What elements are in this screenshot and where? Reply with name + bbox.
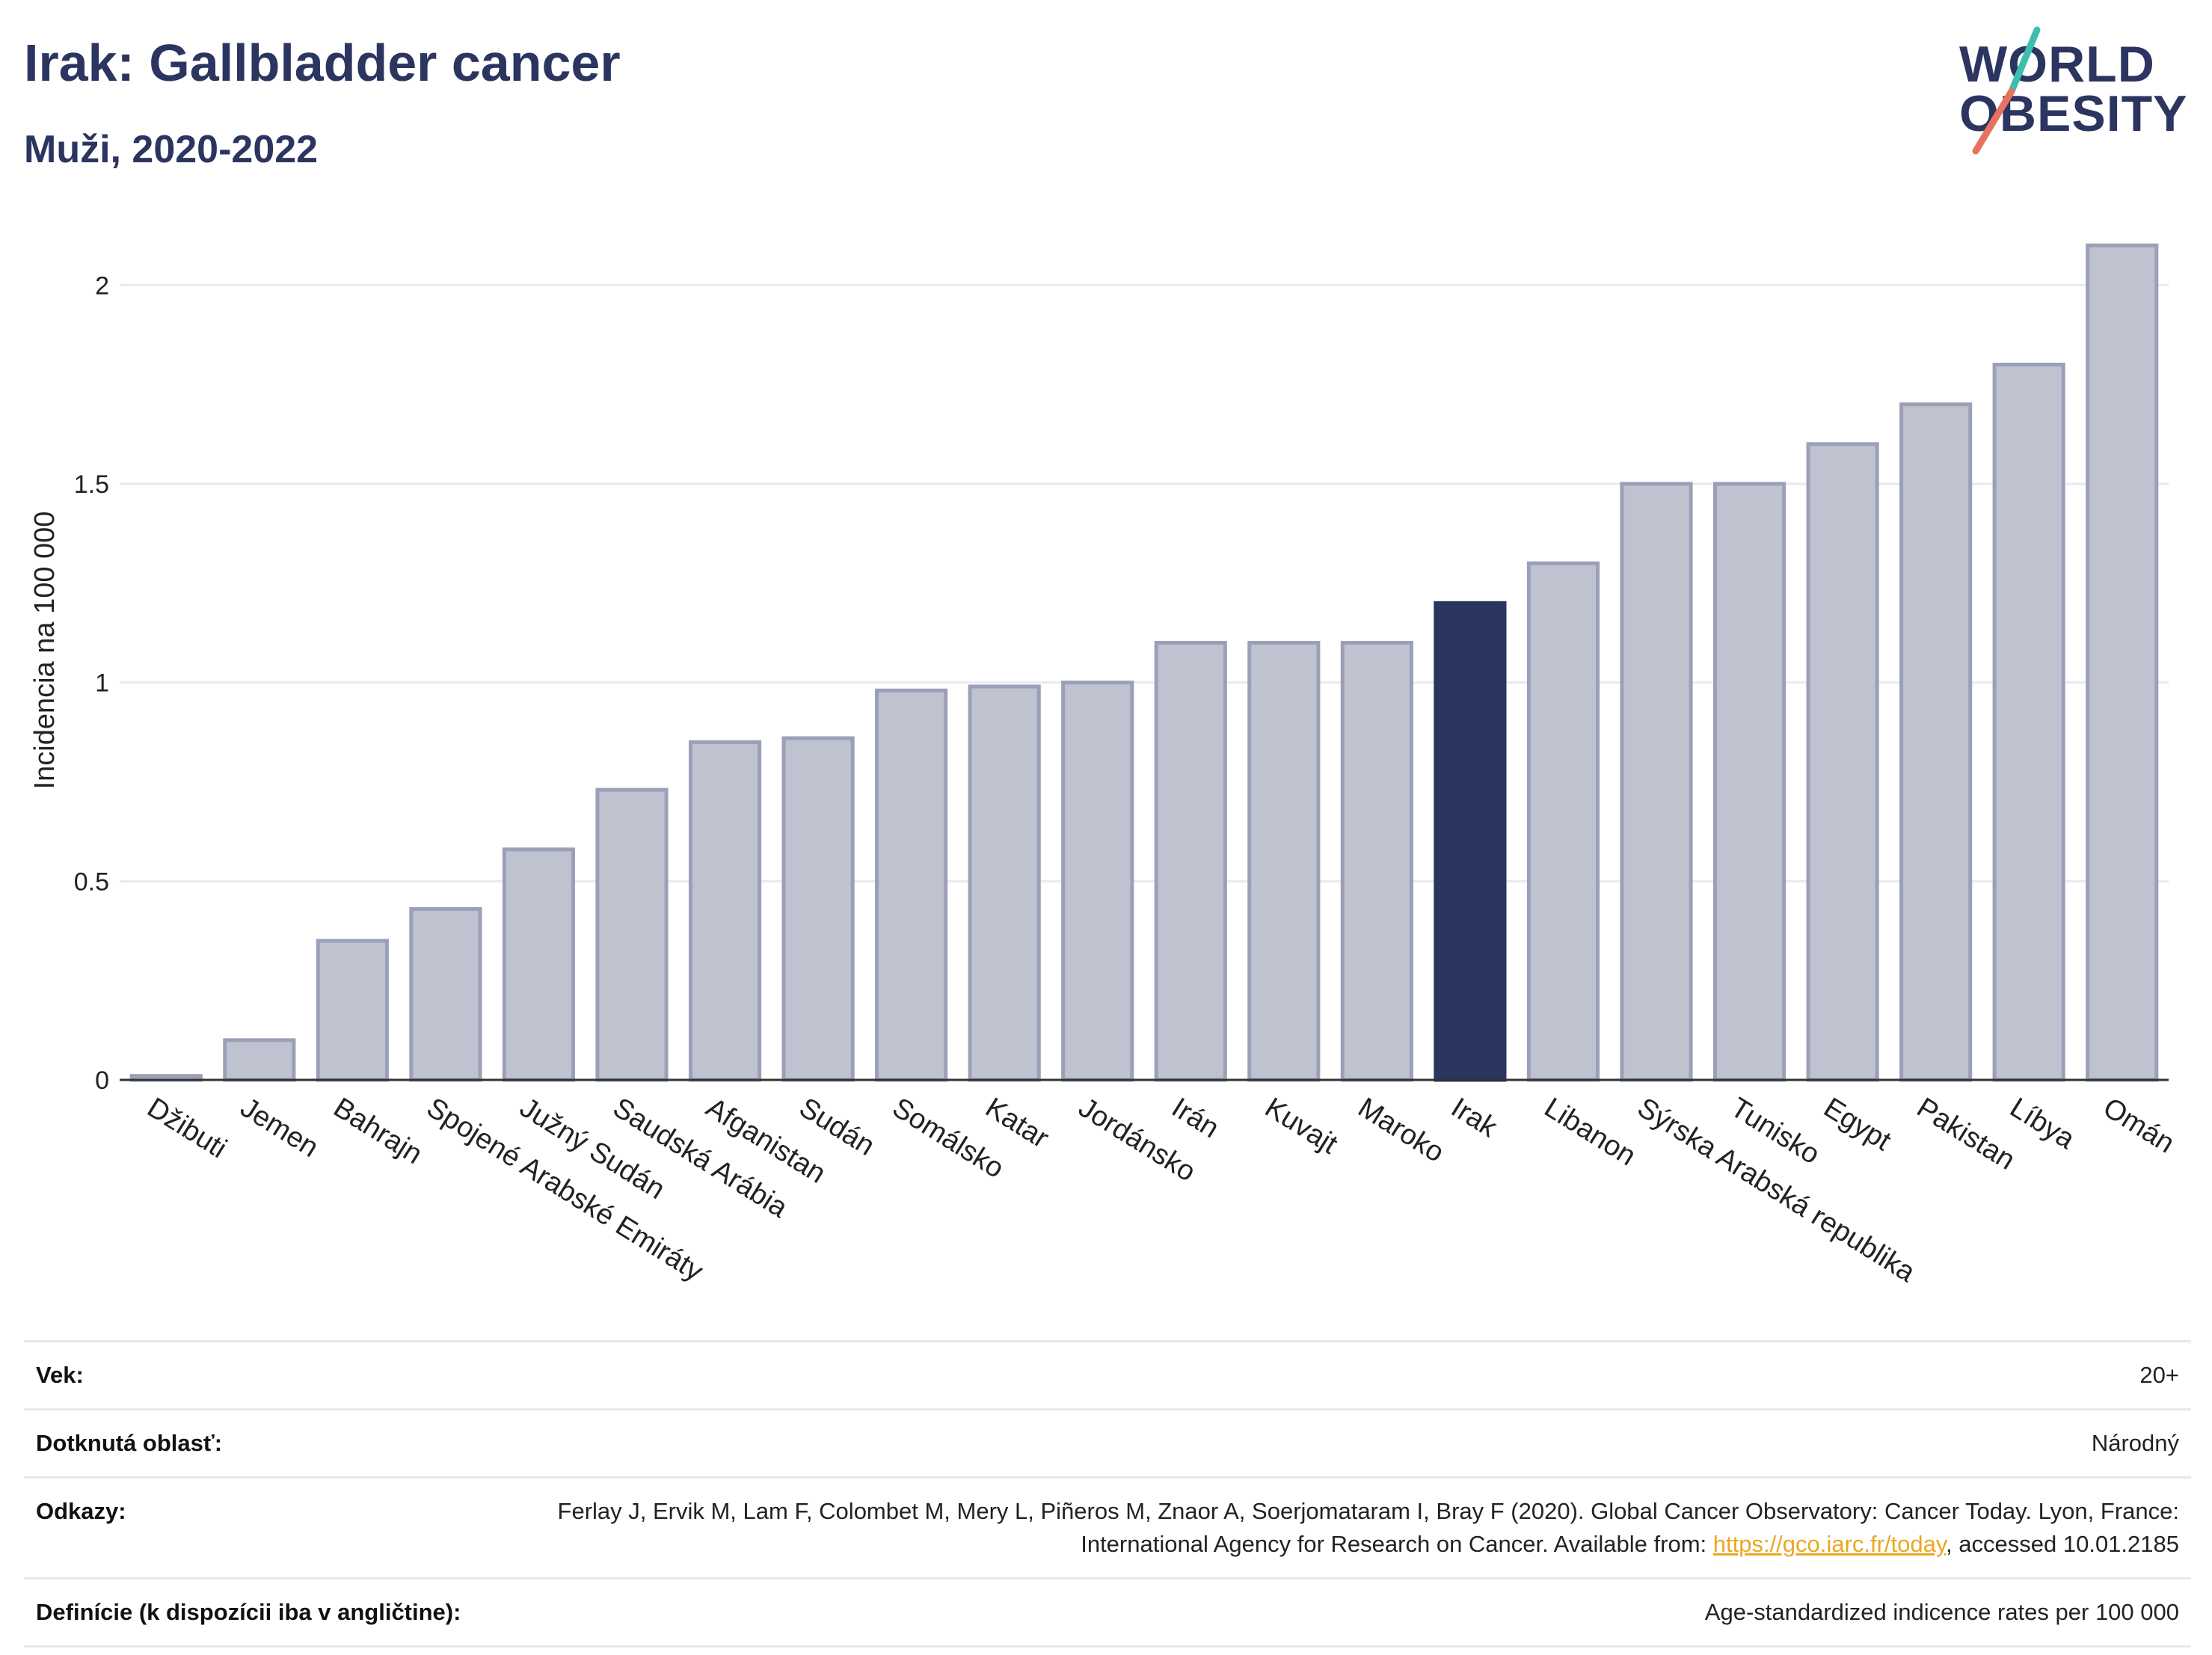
x-tick-label: Katar [980, 1092, 1054, 1155]
bar [223, 1038, 296, 1082]
info-value-age: 20+ [2139, 1362, 2179, 1388]
y-axis-label: Incidencia na 100 000 [29, 512, 61, 790]
bar [502, 847, 576, 1082]
info-label-area: Dotknutá oblasť: [36, 1430, 223, 1456]
x-tick-label: Džibuti [142, 1092, 233, 1164]
bar [1992, 363, 2065, 1082]
logo-text-world: WORLD [1959, 36, 2155, 93]
info-row-age: Vek: 20+ [24, 1340, 2191, 1408]
world-obesity-logo: WORLD OBESITY [1959, 22, 2199, 157]
info-value-definitions: Age-standardized indicence rates per 100… [1704, 1599, 2179, 1625]
logo-slash-icon [1972, 26, 2041, 155]
reference-accessed: , accessed 10.01.2185 [1946, 1531, 2179, 1557]
bar [1620, 482, 1693, 1082]
bar [1061, 681, 1134, 1082]
x-tick-label: Omán [2098, 1092, 2180, 1159]
x-tick-label: Egypt [1818, 1092, 1896, 1157]
bar [875, 688, 948, 1082]
info-row-references: Odkazy: Ferlay J, Ervik M, Lam F, Colomb… [24, 1476, 2191, 1577]
reference-link[interactable]: https://gco.iarc.fr/today [1712, 1531, 1947, 1557]
x-tick-label: Irak [1446, 1092, 1503, 1144]
reference-text: Ferlay J, Ervik M, Lam F, Colombet M, Me… [557, 1498, 2179, 1557]
bar [595, 787, 669, 1082]
info-row-definitions: Definície (k dispozícii iba v angličtine… [24, 1577, 2191, 1648]
y-tick-label: 1.5 [74, 470, 109, 499]
x-tick-label: Irán [1167, 1092, 1225, 1144]
x-tick-label: Pakistan [1911, 1092, 2021, 1176]
x-tick-label: Bahrajn [328, 1092, 428, 1170]
info-label-age: Vek: [36, 1362, 84, 1388]
bar [1806, 442, 1879, 1082]
y-tick-label: 2 [95, 271, 109, 300]
info-value-area: Národný [2091, 1430, 2179, 1456]
y-tick-label: 0 [95, 1066, 109, 1095]
bar [1712, 482, 1787, 1082]
x-tick-label: Libanon [1539, 1092, 1641, 1172]
info-label-definitions: Definície (k dispozícii iba v angličtine… [36, 1599, 461, 1625]
y-tick-label: 1 [95, 669, 109, 698]
info-table: Vek: 20+ Dotknutá oblasť: Národný Odkazy… [24, 1340, 2191, 1648]
info-label-references: Odkazy: [36, 1498, 126, 1524]
bar-highlighted [1434, 601, 1507, 1082]
bar-chart: 0 0.5 1 1.5 2 Incidencia na 100 000 Džibuti Jem… [29, 243, 2180, 1289]
bar [1899, 402, 1973, 1082]
info-row-area: Dotknutá oblasť: Národný [24, 1408, 2191, 1476]
bar [409, 907, 482, 1082]
bar [1526, 561, 1600, 1082]
bar [316, 939, 389, 1082]
bar [1340, 641, 1413, 1082]
bar [1154, 641, 1227, 1082]
page-title: Irak: Gallbladder cancer [24, 34, 621, 92]
y-tick-label: 0.5 [74, 868, 109, 896]
info-value-references: Ferlay J, Ervik M, Lam F, Colombet M, Me… [474, 1495, 2179, 1561]
x-tick-label: Kuvajt [1259, 1092, 1343, 1161]
bar [1247, 641, 1321, 1082]
bar [781, 736, 855, 1082]
bar [2086, 243, 2159, 1082]
bar [688, 740, 762, 1082]
page-subtitle: Muži, 2020-2022 [24, 128, 319, 171]
x-tick-label: Maroko [1353, 1092, 1450, 1169]
x-tick-label: Jemen [235, 1092, 324, 1164]
bar [968, 684, 1041, 1082]
